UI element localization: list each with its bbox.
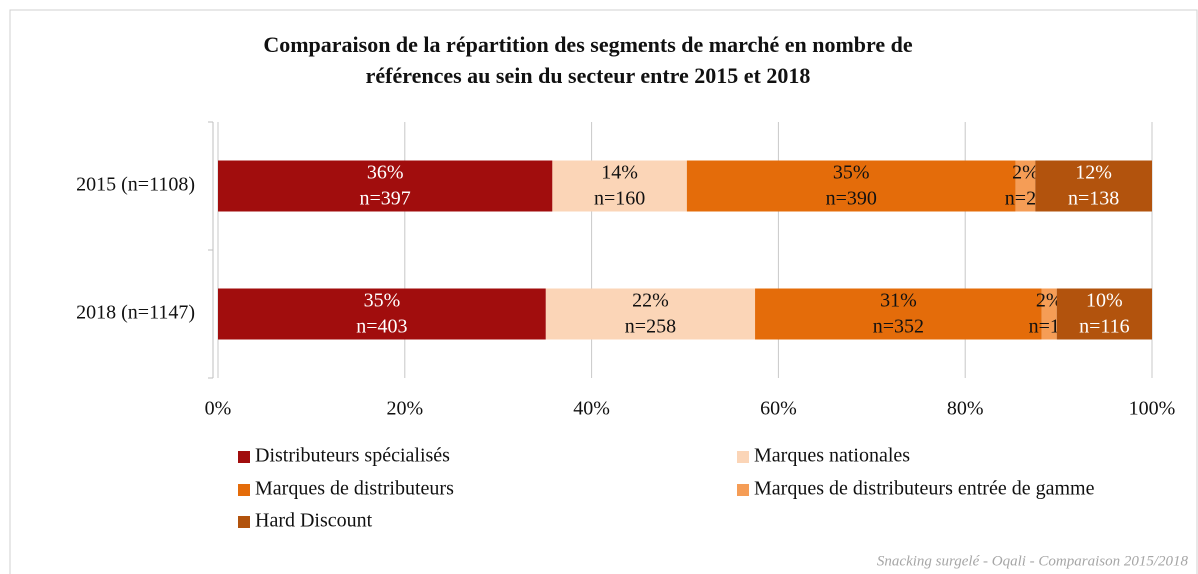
legend-label: Distributeurs spécialisés (255, 445, 450, 467)
data-label: n=397 (360, 188, 411, 210)
x-tick-label: 60% (760, 398, 797, 420)
data-label: 14% (601, 162, 638, 184)
legend-label: Marques de distributeurs (255, 478, 454, 500)
data-label: 31% (880, 290, 917, 312)
bar-segment (755, 288, 1042, 340)
data-label: n=138 (1068, 188, 1119, 210)
data-label: n=258 (625, 316, 676, 338)
legend-swatch (737, 451, 749, 463)
legend-swatch (238, 451, 250, 463)
x-tick-label: 100% (1129, 398, 1176, 420)
legend-swatch (238, 484, 250, 496)
y-tick-label: 2018 (n=1147) (76, 302, 195, 324)
bar-segment (1041, 288, 1057, 340)
data-label: 35% (364, 290, 401, 312)
x-tick-label: 20% (386, 398, 423, 420)
data-label: n=403 (356, 316, 407, 338)
bar-segment (1035, 160, 1152, 212)
bar-segment (218, 160, 553, 212)
data-label: 2% (1036, 290, 1063, 312)
bar-segment (686, 160, 1016, 212)
y-tick-label: 2015 (n=1108) (76, 174, 195, 196)
source-note: Snacking surgelé - Oqali - Comparaison 2… (877, 553, 1189, 569)
data-label: 22% (632, 290, 669, 312)
data-label: 12% (1075, 162, 1112, 184)
chart-frame (9, 9, 1198, 574)
legend-label: Marques nationales (754, 445, 910, 467)
data-label: n=390 (826, 188, 877, 210)
chart-title: Comparaison de la répartition des segmen… (263, 32, 913, 57)
data-label: 10% (1086, 290, 1123, 312)
data-label: 36% (367, 162, 404, 184)
data-label: n=116 (1079, 316, 1130, 338)
chart-title: références au sein du secteur entre 2015… (366, 63, 811, 88)
data-label: 35% (833, 162, 870, 184)
legend-swatch (238, 516, 250, 528)
x-tick-label: 0% (205, 398, 232, 420)
bar-segment (1015, 160, 1036, 212)
legend-swatch (737, 484, 749, 496)
legend-label: Marques de distributeurs entrée de gamme (754, 478, 1095, 500)
x-tick-label: 80% (947, 398, 984, 420)
legend-label: Hard Discount (255, 510, 373, 532)
data-label: n=352 (873, 316, 924, 338)
data-label: n=160 (594, 188, 645, 210)
bar-segment (552, 160, 687, 212)
bar-segment (545, 288, 756, 340)
bar-segment (218, 288, 546, 340)
bar-segment (1056, 288, 1152, 340)
x-tick-label: 40% (573, 398, 610, 420)
data-label: 2% (1012, 162, 1039, 184)
